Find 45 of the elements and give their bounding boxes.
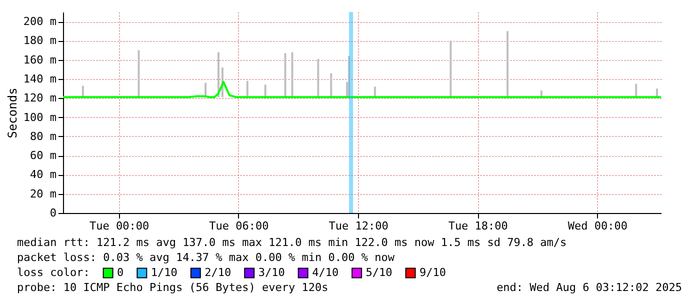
bar (635, 84, 638, 98)
y-tick-label: 60 m (30, 149, 57, 162)
bar (291, 52, 294, 98)
y-tick-label: 160 m (23, 53, 57, 66)
bar (450, 40, 452, 98)
bar (284, 53, 286, 98)
bar (82, 86, 84, 98)
y-tick-label: 180 m (23, 34, 57, 48)
text: probe: 10 ICMP Echo Pings (56 Bytes) every 120s (17, 281, 328, 294)
bar (506, 31, 509, 98)
bar (330, 73, 332, 98)
legend-label: 1/10 (150, 266, 178, 279)
bar (374, 86, 376, 98)
text: median rtt: 121.2 ms avg 137.0 ms max 121.0 ms min 122.0 ms now 1.5 ms sd 79.8 am/s (17, 236, 567, 249)
x-tick-label: Tue 00:00 (90, 220, 150, 232)
y-tick-label: 0 (50, 206, 56, 220)
y-tick-label: 200 m (23, 15, 57, 28)
x-tick-label: Wed 00:00 (568, 220, 628, 232)
bar (317, 58, 320, 98)
y-tick-label: 20 m (30, 187, 57, 200)
text: end: Wed Aug 6 03:12:02 2025 (496, 281, 682, 294)
bar (264, 84, 266, 98)
legend-label: 9/10 (420, 266, 446, 279)
y-tick-label: 80 m (30, 130, 57, 143)
text: packet loss: 0.03 % avg 14.37 % max 0.00 % min 0.00 % now (17, 251, 395, 264)
y-axis-title: Seconds (5, 88, 20, 138)
bar (138, 50, 140, 98)
bar (348, 56, 350, 98)
legend-label: 2/10 (204, 266, 232, 279)
y-tick-label: 120 m (23, 92, 57, 105)
line-series (63, 80, 661, 98)
bar (217, 52, 220, 98)
x-tick-label: Tue 18:00 (448, 220, 508, 232)
legend-label: 3/10 (258, 266, 285, 279)
y-tick-label: 40 m (30, 168, 57, 182)
bar (349, 12, 354, 213)
legend-title: loss color: (17, 266, 90, 279)
x-tick-label: Tue 12:00 (328, 220, 388, 232)
legend-label: 4/10 (312, 266, 339, 279)
y-tick-label: 100 m (23, 110, 57, 124)
legend-label: 5/10 (366, 266, 392, 279)
bar (246, 80, 248, 98)
legend-label: 0 (117, 266, 124, 279)
x-tick-label: Tue 06:00 (209, 220, 269, 232)
y-tick-label: 140 m (23, 72, 57, 86)
